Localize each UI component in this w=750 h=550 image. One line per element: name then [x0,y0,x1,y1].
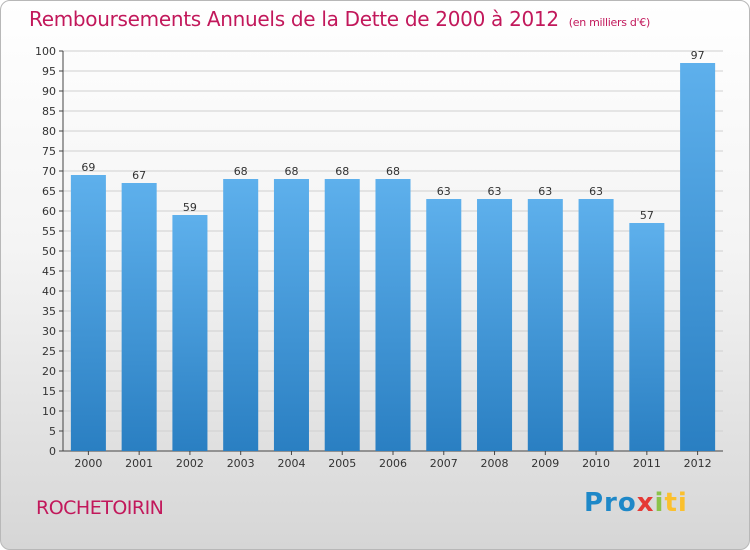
x-tick-label-2011: 2011 [633,457,661,470]
y-tick-label: 35 [42,305,56,318]
x-tick-label-2012: 2012 [684,457,712,470]
bar-2005 [324,179,360,451]
bar-2006 [375,179,411,451]
y-tick-label: 45 [42,265,56,278]
x-tick-label-2007: 2007 [430,457,458,470]
value-label-2004: 68 [284,165,298,178]
x-tick-label-2000: 2000 [74,457,102,470]
x-tick-label-2006: 2006 [379,457,407,470]
bar-2010 [578,199,614,451]
bar-2012 [680,63,716,451]
value-label-2001: 67 [132,169,146,182]
chart-title-text: Remboursements Annuels de la Dette de 20… [29,7,559,31]
value-label-2010: 63 [589,185,603,198]
x-tick-label-2002: 2002 [176,457,204,470]
bar-2002 [172,215,208,451]
x-tick-label-2008: 2008 [481,457,509,470]
x-tick-label-2005: 2005 [328,457,356,470]
y-tick-label: 15 [42,385,56,398]
value-label-2011: 57 [640,209,654,222]
value-label-2012: 97 [691,49,705,62]
x-tick-label-2010: 2010 [582,457,610,470]
y-tick-label: 5 [49,425,56,438]
y-tick-label: 20 [42,365,56,378]
chart-subtitle: (en milliers d'€) [568,16,650,29]
value-label-2003: 68 [234,165,248,178]
bar-2004 [273,179,309,451]
y-tick-label: 55 [42,225,56,238]
chart-title: Remboursements Annuels de la Dette de 20… [29,7,650,31]
y-tick-label: 0 [49,445,56,458]
bar-2011 [629,223,665,451]
commune-name: ROCHETOIRIN [36,497,164,519]
value-label-2009: 63 [538,185,552,198]
y-tick-label: 60 [42,205,56,218]
y-tick-label: 50 [42,245,56,258]
y-tick-label: 25 [42,345,56,358]
y-tick-label: 65 [42,185,56,198]
x-tick-label-2001: 2001 [125,457,153,470]
x-tick-label-2004: 2004 [277,457,305,470]
bars [70,63,716,451]
y-tick-label: 85 [42,105,56,118]
proxiti-logo: Proxiti [584,488,688,518]
value-label-2006: 68 [386,165,400,178]
value-label-2007: 63 [437,185,451,198]
bar-2008 [477,199,513,451]
bar-2001 [121,183,157,451]
y-tick-label: 95 [42,65,56,78]
y-tick-label: 90 [42,85,56,98]
y-tick-label: 100 [35,45,56,58]
y-tick-label: 75 [42,145,56,158]
bar-2000 [70,175,106,451]
value-label-2002: 59 [183,201,197,214]
bar-2007 [426,199,462,451]
bar-chart: 0 5 10 15 20 25 30 35 40 45 50 55 60 65 70 75 80 85 90 95 10… [35,45,723,470]
axes: 0 5 10 15 20 25 30 35 40 45 50 55 60 65 70 75 80 85 90 95 10… [35,45,723,470]
value-label-2005: 68 [335,165,349,178]
y-tick-label: 40 [42,285,56,298]
bar-2009 [527,199,563,451]
y-tick-label: 70 [42,165,56,178]
x-tick-label-2003: 2003 [227,457,255,470]
bar-2003 [223,179,259,451]
value-label-2008: 63 [488,185,502,198]
value-labels: 69 67 59 68 68 68 68 63 63 63 63 57 97 [81,49,704,222]
y-tick-label: 10 [42,405,56,418]
value-label-2000: 69 [81,161,95,174]
y-tick-label: 30 [42,325,56,338]
x-tick-label-2009: 2009 [531,457,559,470]
y-tick-label: 80 [42,125,56,138]
